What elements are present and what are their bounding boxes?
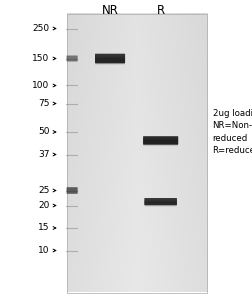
FancyBboxPatch shape [144,202,176,206]
FancyBboxPatch shape [95,59,124,65]
FancyBboxPatch shape [95,58,124,64]
FancyBboxPatch shape [144,202,176,207]
FancyBboxPatch shape [143,140,177,145]
Text: NR: NR [101,4,118,17]
Text: 250: 250 [32,24,49,33]
FancyBboxPatch shape [66,187,77,194]
Text: 50: 50 [38,128,49,136]
Text: 25: 25 [38,186,49,195]
FancyBboxPatch shape [144,201,176,205]
FancyBboxPatch shape [143,141,177,146]
Text: R: R [156,4,164,17]
FancyBboxPatch shape [66,56,77,62]
FancyBboxPatch shape [95,56,124,62]
Bar [67,14,207,292]
Text: 15: 15 [38,224,49,232]
FancyBboxPatch shape [144,200,176,204]
FancyBboxPatch shape [95,57,124,63]
Text: 75: 75 [38,99,49,108]
FancyBboxPatch shape [143,136,177,145]
Text: 37: 37 [38,150,49,159]
Text: 150: 150 [32,54,49,63]
Text: 10: 10 [38,246,49,255]
FancyBboxPatch shape [143,139,177,143]
FancyBboxPatch shape [144,198,176,205]
FancyBboxPatch shape [143,140,177,144]
FancyBboxPatch shape [95,56,124,61]
FancyBboxPatch shape [95,54,124,63]
FancyBboxPatch shape [144,199,176,203]
Text: 20: 20 [38,201,49,210]
FancyBboxPatch shape [143,138,177,142]
Text: 2ug loading
NR=Non-
reduced
R=reduced: 2ug loading NR=Non- reduced R=reduced [212,109,252,155]
Text: 100: 100 [32,81,49,90]
